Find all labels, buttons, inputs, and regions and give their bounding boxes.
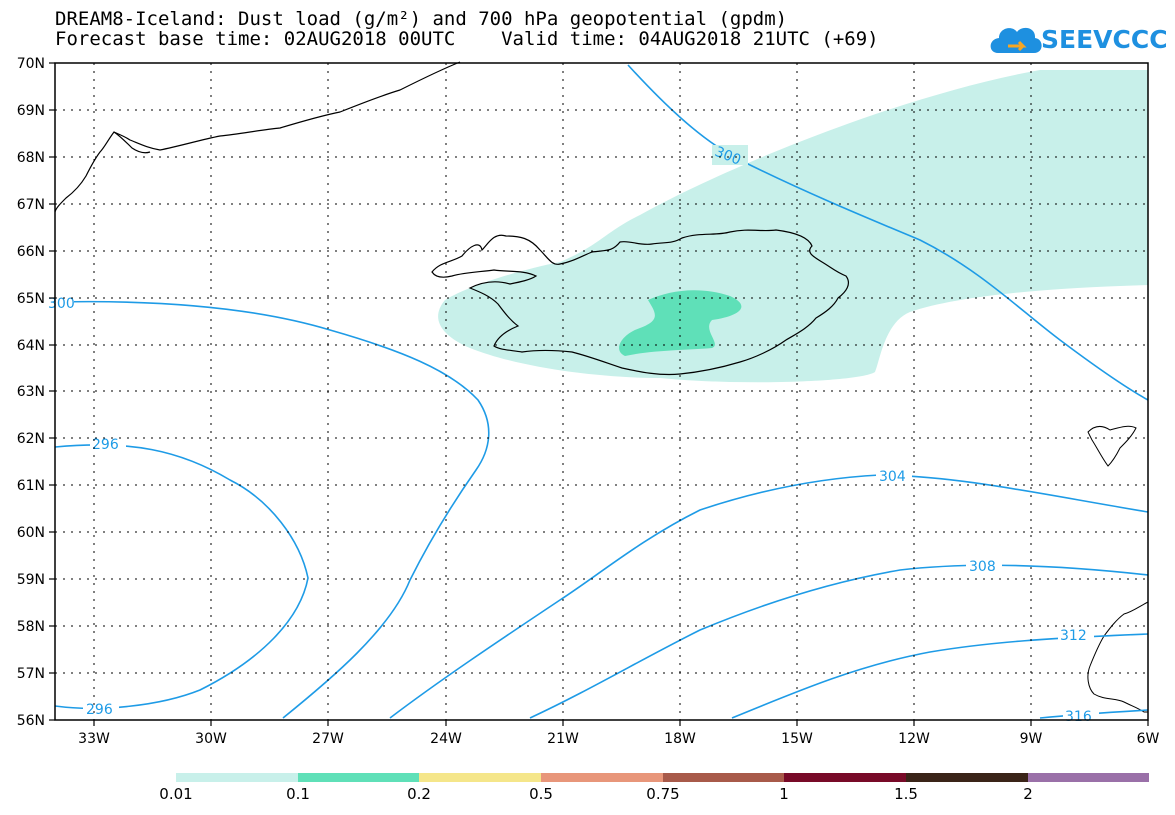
colorbar-swatch <box>298 773 419 782</box>
lon-label: 30W <box>195 731 227 747</box>
lat-label: 57N <box>17 666 45 682</box>
lat-label: 69N <box>17 103 45 119</box>
lat-label: 66N <box>17 244 45 260</box>
map-subtitle: Forecast base time: 02AUG2018 00UTC Vali… <box>55 28 879 50</box>
lon-label: 24W <box>430 731 462 747</box>
contour-300-west <box>54 300 490 719</box>
contour-296 <box>54 444 309 710</box>
colorbar-label: 0.5 <box>529 785 553 803</box>
colorbar-label: 0.01 <box>159 785 193 803</box>
cloud-icon <box>990 27 1042 53</box>
contour-304 <box>389 474 1149 719</box>
latitude-labels: 70N 69N 68N 67N 66N 65N 64N 63N 62N 61N … <box>17 56 45 729</box>
colorbar-label: 0.75 <box>646 785 680 803</box>
lat-label: 56N <box>17 713 45 729</box>
lon-label: 27W <box>312 731 344 747</box>
faroe-islands <box>1087 425 1137 467</box>
contour-label: 296 <box>92 437 119 453</box>
lat-label: 59N <box>17 572 45 588</box>
dust-area-mid <box>619 290 742 356</box>
colorbar-swatch <box>784 773 906 782</box>
lon-label: 6W <box>1137 731 1160 747</box>
longitude-labels: 33W 30W 27W 24W 21W 18W 15W 12W 9W 6W <box>78 731 1159 747</box>
colorbar-label: 0.1 <box>286 785 310 803</box>
greenland-coastline-west <box>113 131 151 154</box>
lon-label: 12W <box>898 731 930 747</box>
contour-300-east <box>627 64 1149 401</box>
contour-label: 296 <box>86 702 113 718</box>
colorbar-swatch <box>906 773 1028 782</box>
lon-label: 21W <box>547 731 579 747</box>
colorbar <box>176 773 1149 782</box>
colorbar-swatch <box>541 773 663 782</box>
contour-label: 304 <box>879 469 906 485</box>
greenland-coastline <box>54 61 461 213</box>
contour-label: 316 <box>1065 709 1092 725</box>
logo-text: SEEVCCC <box>1041 25 1168 54</box>
colorbar-label: 0.2 <box>407 785 431 803</box>
contour-labels: 300 300 296 296 304 308 312 316 <box>48 144 1099 725</box>
lat-label: 64N <box>17 338 45 354</box>
lat-label: 68N <box>17 150 45 166</box>
lon-label: 33W <box>78 731 110 747</box>
lat-label: 60N <box>17 525 45 541</box>
lat-label: 63N <box>17 384 45 400</box>
lat-label: 65N <box>17 291 45 307</box>
contour-label: 312 <box>1060 628 1087 644</box>
axis-ticks <box>49 62 1149 726</box>
colorbar-label: 1 <box>779 785 789 803</box>
colorbar-swatch <box>419 773 541 782</box>
lat-label: 61N <box>17 478 45 494</box>
scotland-coastline <box>1087 601 1149 713</box>
lat-label: 67N <box>17 197 45 213</box>
contour-label: 308 <box>969 559 996 575</box>
colorbar-label: 2 <box>1023 785 1033 803</box>
lat-label: 58N <box>17 619 45 635</box>
contour-312 <box>731 633 1149 719</box>
colorbar-swatch <box>176 773 298 782</box>
lat-label: 70N <box>17 56 45 72</box>
lon-label: 18W <box>664 731 696 747</box>
lat-label: 62N <box>17 431 45 447</box>
colorbar-swatch <box>1028 773 1149 782</box>
map-title: DREAM8-Iceland: Dust load (g/m²) and 700… <box>55 8 788 30</box>
colorbar-swatch <box>663 773 784 782</box>
lon-label: 9W <box>1020 731 1043 747</box>
dust-area-low <box>438 70 1148 383</box>
colorbar-label: 1.5 <box>894 785 918 803</box>
lon-label: 15W <box>781 731 813 747</box>
grid-lines <box>55 63 1148 720</box>
contour-308 <box>529 564 1149 719</box>
